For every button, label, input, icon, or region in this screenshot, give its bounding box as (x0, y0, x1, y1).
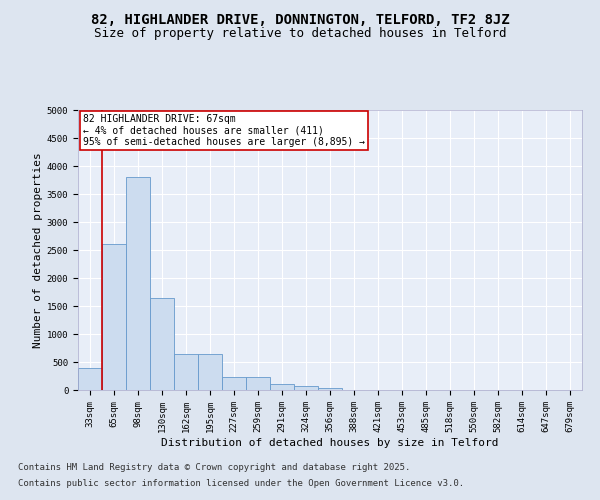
Bar (126, 177, 150, 390)
X-axis label: Distribution of detached houses by size in Telford: Distribution of detached houses by size … (161, 438, 499, 448)
Bar (78, 368, 102, 390)
Bar (294, 386, 318, 390)
Bar (102, 244, 126, 390)
Bar (318, 388, 342, 390)
Bar (222, 377, 246, 390)
Bar (198, 354, 222, 390)
Text: Size of property relative to detached houses in Telford: Size of property relative to detached ho… (94, 28, 506, 40)
Bar (246, 377, 270, 390)
Text: Contains HM Land Registry data © Crown copyright and database right 2025.: Contains HM Land Registry data © Crown c… (18, 464, 410, 472)
Bar (270, 384, 294, 390)
Y-axis label: Number of detached properties: Number of detached properties (32, 152, 43, 348)
Text: 82 HIGHLANDER DRIVE: 67sqm
← 4% of detached houses are smaller (411)
95% of semi: 82 HIGHLANDER DRIVE: 67sqm ← 4% of detac… (83, 114, 365, 148)
Bar (174, 354, 198, 390)
Text: Contains public sector information licensed under the Open Government Licence v3: Contains public sector information licen… (18, 478, 464, 488)
Text: 82, HIGHLANDER DRIVE, DONNINGTON, TELFORD, TF2 8JZ: 82, HIGHLANDER DRIVE, DONNINGTON, TELFOR… (91, 12, 509, 26)
Bar (150, 298, 174, 390)
